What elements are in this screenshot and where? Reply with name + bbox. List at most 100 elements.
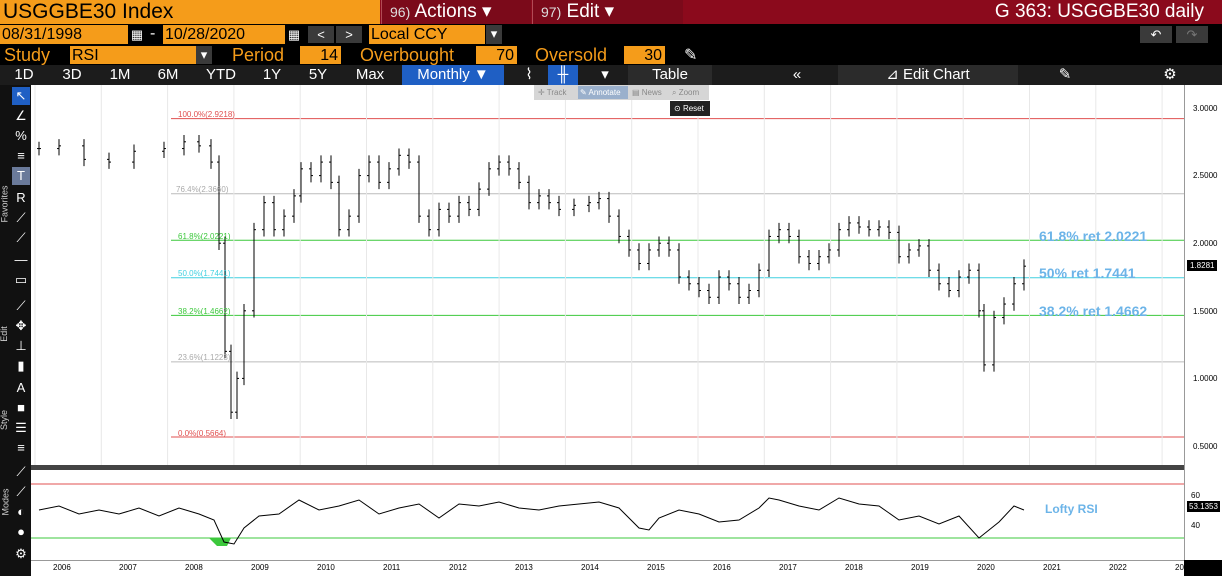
study-row: Study RSI ▾ Period 14 Overbought 70 Over… [0, 45, 1222, 65]
fib-label-23: 23.6%(1.1223) [178, 353, 231, 362]
title-bar: USGGBE30 Index 96) Actions ▾ 97) Edit ▾ … [0, 0, 1222, 24]
calendar-icon[interactable]: ▦ [286, 26, 302, 43]
chart-mode-toolbar: ✛ Track ✎ Annotate ▤ News ⌕ Zoom [534, 85, 709, 100]
brush-icon[interactable]: ⟋ [16, 298, 26, 313]
range-1d[interactable]: 1D [14, 66, 34, 83]
line-tool-icon[interactable]: ∠ [15, 108, 27, 123]
start-date-input[interactable]: 08/31/1998 [0, 25, 128, 44]
x-tick: 2013 [515, 563, 533, 572]
crosshair-icon[interactable]: ◐ [17, 504, 25, 519]
ruler-icon[interactable]: ⟋ [16, 484, 26, 499]
chart-type-dropdown[interactable]: ▾ [601, 66, 609, 83]
undo-icon[interactable]: ↶ [1140, 26, 1172, 43]
trendline-icon[interactable]: ⟋ [16, 210, 26, 225]
range-max[interactable]: Max [355, 66, 385, 83]
reset-button[interactable]: ⊙ Reset [670, 101, 710, 116]
ret-label-50: 50% ret 1.7441 [1039, 265, 1136, 281]
overbought-label: Overbought [360, 45, 455, 65]
y-tick: 2.0000 [1193, 239, 1218, 248]
line-style-icon[interactable]: ☰ [15, 420, 27, 435]
price-chart[interactable]: 100.0%(2.9218) 76.4%(2.3660) 61.8%(2.022… [31, 85, 1184, 465]
pin-icon[interactable]: ⊥ [15, 338, 27, 353]
font-icon[interactable]: A [16, 380, 26, 395]
color-icon[interactable]: ■ [17, 400, 25, 415]
x-tick: 2008 [185, 563, 203, 572]
currency-select[interactable]: Local CCY [369, 25, 485, 44]
rsi-line [38, 497, 1025, 545]
gear-icon[interactable]: ⚙ [1163, 66, 1177, 83]
news-button[interactable]: ▤ News [632, 88, 662, 97]
fib-label-50: 50.0%(1.7441) [178, 269, 231, 278]
period-input[interactable]: 14 [300, 46, 341, 64]
pen-icon[interactable]: ⟋ [16, 464, 26, 479]
toolbar: 1D 3D 1M 6M YTD 1Y 5Y Max Monthly ▼ ⌇ ╫ … [0, 65, 1222, 85]
chevron-down-icon[interactable]: ▾ [196, 46, 212, 64]
x-tick: 2018 [845, 563, 863, 572]
move-icon[interactable]: ✥ [15, 318, 27, 333]
text-tool-icon[interactable]: T [12, 167, 30, 185]
range-1y[interactable]: 1Y [262, 66, 282, 83]
cursor-icon[interactable]: ↖ [12, 87, 30, 105]
fib-label-38: 38.2%(1.4662) [178, 307, 231, 316]
edit-icon[interactable]: ✎ [1058, 66, 1072, 83]
y-tick: 3.0000 [1193, 104, 1218, 113]
line-weight-icon[interactable]: ≡ [17, 440, 25, 455]
fib-tool-icon[interactable]: ≡ [17, 148, 25, 163]
edit-chart-button[interactable]: ⊿ Edit Chart [838, 65, 1018, 85]
horizontal-line-icon[interactable]: — [14, 252, 28, 267]
fib-label-76: 76.4%(2.3660) [176, 185, 229, 194]
chart-title: G 363: USGGBE30 daily [994, 1, 1204, 22]
rsi-panel[interactable]: Lofty RSI [31, 470, 1184, 560]
x-tick: 2023 [1175, 563, 1193, 572]
tool-sidebar: ↖ ∠ % ≡ T R ⟋ ⟋ — ▭ ⟋ ✥ ⊥ ▮ A ■ ☰ ≡ ⟋ ⟋ … [0, 85, 31, 576]
chevron-down-icon[interactable]: ▾ [486, 25, 502, 44]
overbought-input[interactable]: 70 [476, 46, 517, 64]
actions-menu[interactable]: 96) Actions ▾ [381, 0, 531, 24]
calendar-icon[interactable]: ▦ [129, 26, 145, 43]
delete-icon[interactable]: ▮ [17, 358, 25, 373]
ray-icon[interactable]: ⟋ [16, 230, 26, 245]
edit-number: 97) [541, 4, 562, 20]
actions-label: Actions ▾ [414, 1, 492, 22]
last-price-label: 1.8281 [1187, 260, 1218, 271]
ret-label-61: 61.8% ret 2.0221 [1039, 228, 1148, 244]
pencil-icon[interactable]: ✎ [684, 47, 698, 64]
actions-number: 96) [390, 4, 411, 20]
study-label: Study [4, 45, 51, 65]
y-tick: 1.0000 [1193, 374, 1218, 383]
range-3d[interactable]: 3D [62, 66, 82, 83]
panel-divider[interactable] [31, 465, 1222, 470]
retracement-icon[interactable]: R [16, 190, 26, 205]
percent-tool-icon[interactable]: % [15, 128, 27, 143]
frequency-select[interactable]: Monthly ▼ [402, 65, 504, 85]
range-6m[interactable]: 6M [157, 66, 179, 83]
range-ytd[interactable]: YTD [206, 66, 236, 83]
annotate-button[interactable]: ✎ Annotate [578, 86, 628, 99]
settings-icon[interactable]: ⚙ [15, 546, 27, 561]
redo-icon[interactable]: ↷ [1176, 26, 1208, 43]
collapse-button[interactable]: « [792, 66, 802, 83]
next-button[interactable]: > [336, 26, 362, 43]
table-button[interactable]: Table [628, 65, 712, 85]
overlay-icon[interactable]: ● [17, 524, 25, 539]
fib-label-100: 100.0%(2.9218) [178, 110, 235, 119]
edit-chart-label: Edit Chart [903, 66, 970, 83]
line-chart-icon[interactable]: ⌇ [525, 66, 533, 83]
range-5y[interactable]: 5Y [308, 66, 328, 83]
prev-button[interactable]: < [308, 26, 334, 43]
date-row: 08/31/1998 ▦ - 10/28/2020 ▦ < > Local CC… [0, 24, 1222, 45]
style-label: Style [0, 409, 10, 431]
end-date-input[interactable]: 10/28/2020 [163, 25, 285, 44]
track-button[interactable]: ✛ Track [538, 88, 567, 97]
news-label: News [641, 88, 662, 97]
range-1m[interactable]: 1M [109, 66, 131, 83]
study-select[interactable]: RSI [70, 46, 196, 64]
bar-chart-icon[interactable]: ╫ [548, 65, 578, 85]
reset-label: Reset [682, 104, 704, 113]
channel-icon[interactable]: ▭ [14, 272, 28, 287]
edit-menu[interactable]: 97) Edit ▾ [532, 0, 683, 24]
y-axis: 3.0000 2.5000 2.0000 1.5000 1.0000 0.500… [1184, 85, 1222, 560]
ticker-field[interactable]: USGGBE30 Index [0, 0, 380, 24]
oversold-input[interactable]: 30 [624, 46, 665, 64]
zoom-button[interactable]: ⌕ Zoom [672, 88, 700, 97]
